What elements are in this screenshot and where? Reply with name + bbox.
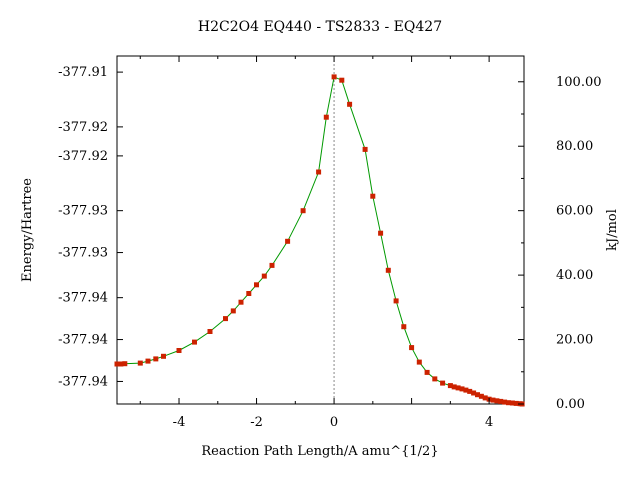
left-tick-label: -377.94 (58, 374, 108, 389)
data-point (145, 358, 151, 364)
data-point (393, 298, 399, 304)
data-point (385, 267, 391, 273)
right-tick-label: 80.00 (556, 139, 593, 154)
data-point (254, 282, 259, 288)
data-point (370, 193, 376, 199)
data-point (467, 388, 473, 394)
data-point (401, 324, 407, 330)
data-point (471, 390, 477, 396)
data-point (482, 395, 488, 401)
data-point (339, 77, 345, 83)
right-axis-ticks: 100.00 80.00 60.00 40.00 20.00 0.00 (518, 75, 602, 412)
right-tick-label: 100.00 (556, 75, 602, 90)
data-point (238, 299, 244, 305)
data-point (440, 380, 446, 386)
data-point (459, 386, 465, 392)
chart-title: H2C2O4 EQ440 - TS2833 - EQ427 (198, 19, 442, 35)
right-tick-label: 20.00 (556, 333, 593, 348)
left-tick-label: -377.94 (58, 291, 108, 306)
left-axis-ticks: -377.91 -377.92 -377.92 -377.93 -377.93 -377.… (58, 65, 123, 389)
data-point (478, 393, 484, 399)
plot-frame (116, 55, 525, 405)
data-point (261, 273, 267, 279)
data-point (463, 387, 469, 393)
data-point (161, 353, 166, 359)
left-y-axis-label: Energy/Hartree (20, 178, 35, 282)
x-tick-label: -2 (250, 415, 263, 430)
left-tick-label: -377.92 (58, 149, 108, 164)
data-point (432, 376, 438, 382)
left-tick-label: -377.91 (58, 65, 108, 80)
right-tick-label: 0.00 (556, 397, 585, 412)
x-tick-label: -4 (173, 415, 186, 430)
data-point (269, 262, 275, 268)
data-point (323, 114, 329, 120)
data-point (498, 398, 504, 404)
data-point (114, 361, 120, 367)
data-point (455, 385, 461, 391)
data-point (347, 101, 353, 107)
data-point (494, 398, 500, 404)
data-point (451, 384, 457, 390)
data-point (424, 369, 430, 375)
data-point (509, 400, 515, 406)
data-point (300, 208, 306, 214)
plot-area (114, 55, 525, 407)
data-point (416, 359, 422, 365)
left-tick-label: -377.94 (58, 333, 108, 348)
data-point (447, 383, 453, 389)
x-axis-label: Reaction Path Length/A amu^{1/2} (201, 444, 438, 459)
data-point (118, 361, 124, 367)
data-point (153, 356, 159, 362)
data-point (409, 345, 415, 351)
data-point (331, 74, 337, 80)
data-point (362, 146, 368, 152)
data-point (285, 238, 291, 244)
data-point (316, 169, 322, 175)
data-point-markers (114, 74, 525, 407)
data-point (513, 400, 519, 406)
energy-curve (117, 76, 523, 405)
data-point (230, 308, 236, 314)
data-point (475, 392, 480, 398)
x-tick-label: 4 (485, 415, 493, 430)
data-point (506, 400, 511, 406)
x-tick-label: 0 (330, 415, 338, 430)
left-tick-label: -377.92 (58, 120, 108, 135)
left-tick-label: -377.93 (58, 204, 108, 219)
right-tick-label: 40.00 (556, 268, 593, 283)
data-point (490, 397, 496, 403)
data-point (502, 399, 508, 405)
data-point (246, 291, 252, 296)
x-axis-ticks: -4 -2 0 4 (139, 56, 493, 430)
data-point (192, 339, 197, 345)
right-y-axis-label: kJ/mol (605, 209, 620, 251)
data-point (137, 360, 143, 366)
data-point (122, 361, 128, 367)
left-tick-label: -377.93 (58, 246, 108, 261)
data-point (176, 348, 182, 353)
data-point (223, 316, 228, 322)
data-point (378, 230, 384, 236)
right-tick-label: 60.00 (556, 204, 593, 219)
data-point (207, 329, 213, 334)
